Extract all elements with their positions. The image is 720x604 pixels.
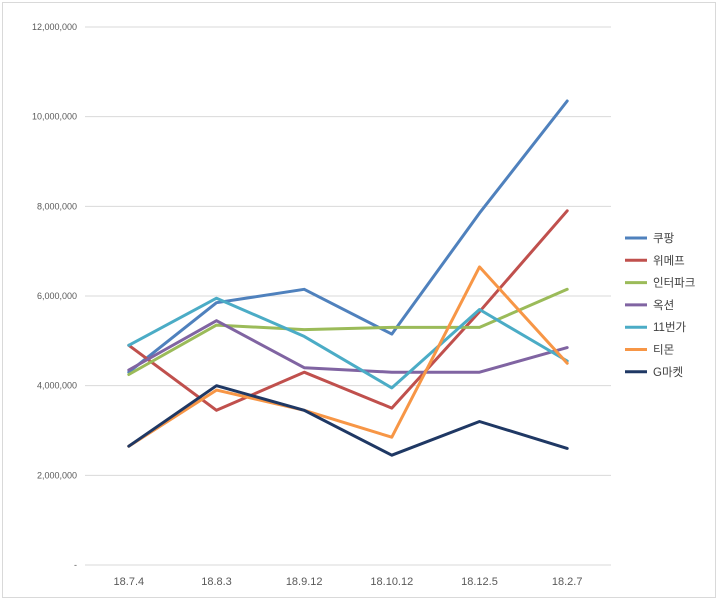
legend-label: 위메프 (653, 254, 685, 267)
legend-label: 티몬 (653, 344, 674, 357)
x-tick-label: 18.12.5 (461, 576, 498, 588)
legend-label: G마켓 (653, 366, 683, 379)
series-line-3 (127, 319, 569, 374)
series-line-5 (127, 265, 569, 448)
x-tick-label: 18.10.12 (370, 576, 413, 588)
line-chart: - 2,000,000 4,000,000 6,000,000 8,000,000 10,… (32, 22, 695, 588)
legend-label: 11번가 (653, 321, 687, 334)
x-axis-ticks: 18.7.4 18.8.3 18.9.12 18.10.12 18.12.5 18.2.7 (114, 576, 583, 588)
y-tick-label: 10,000,000 (32, 112, 77, 122)
legend-label: 옥션 (653, 299, 674, 312)
y-tick-label: 4,000,000 (37, 381, 77, 391)
chart-frame: - 2,000,000 4,000,000 6,000,000 8,000,000 10,… (2, 2, 716, 598)
x-tick-label: 18.8.3 (201, 576, 232, 588)
legend-label: 인터파크 (653, 277, 695, 290)
y-tick-label: 8,000,000 (37, 201, 77, 211)
y-tick-label: 2,000,000 (37, 470, 77, 480)
x-tick-label: 18.2.7 (552, 576, 583, 588)
y-tick-label: 6,000,000 (37, 291, 77, 301)
series-line-0 (127, 99, 569, 374)
series-line-2 (127, 287, 569, 376)
y-tick-label: 12,000,000 (32, 22, 77, 32)
y-axis-ticks: - 2,000,000 4,000,000 6,000,000 8,000,000 10,… (32, 22, 77, 570)
series-lines (127, 99, 569, 457)
gridlines (85, 26, 611, 566)
x-tick-label: 18.7.4 (114, 576, 145, 588)
series-line-6 (127, 384, 569, 457)
y-tick-label: - (74, 560, 77, 570)
x-tick-label: 18.9.12 (286, 576, 323, 588)
series-line-4 (127, 296, 569, 390)
legend-label: 쿠팡 (653, 232, 675, 245)
